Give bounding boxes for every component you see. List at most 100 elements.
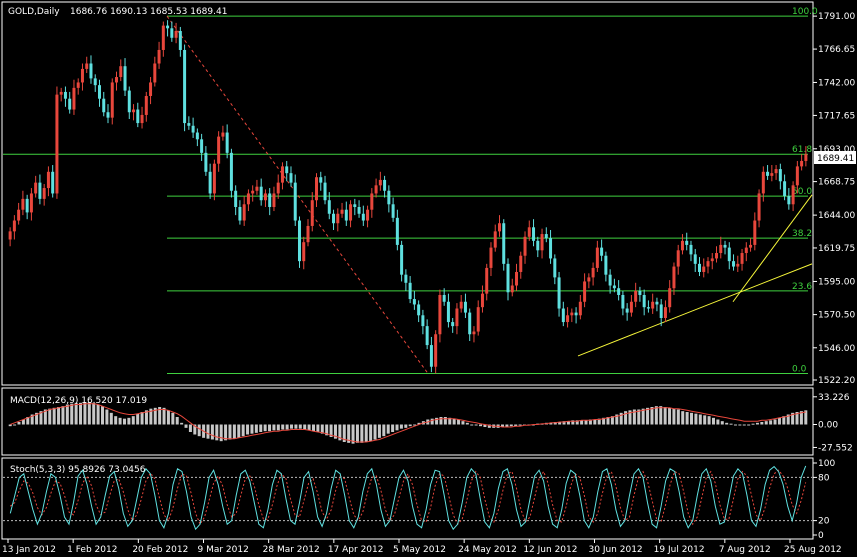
candle-body [434, 334, 438, 367]
candlestick-series [8, 20, 808, 374]
macd-bar [109, 412, 113, 425]
candle-body [629, 301, 633, 313]
candle-body [89, 63, 93, 79]
candle-body [532, 227, 536, 241]
macd-bar [769, 420, 773, 425]
candle-body [783, 181, 787, 197]
macd-bar [562, 421, 566, 425]
time-axis: 13 Jan 2012 1 Feb 2012 20 Feb 2012 9 Mar 20… [2, 539, 842, 555]
candle-body [29, 193, 33, 213]
candle-body [85, 63, 89, 69]
macd-bar [307, 424, 311, 431]
stoch-axis: 100 80 20 0 [813, 459, 835, 541]
candle-body [727, 247, 731, 262]
macd-bar [30, 414, 34, 425]
current-price-label: 1689.41 [817, 154, 854, 164]
candle-body [655, 301, 659, 305]
macd-bar [180, 422, 184, 425]
macd-bar [672, 408, 676, 425]
macd-bar [755, 422, 759, 425]
macd-bar [733, 424, 737, 426]
candle-body [204, 152, 208, 172]
stoch-signal-line [9, 469, 807, 526]
candle-body [246, 193, 250, 205]
time-tick-label: 28 Mar 2012 [263, 545, 320, 555]
candle-body [689, 244, 693, 255]
candle-body [604, 255, 608, 275]
candle-body [25, 198, 29, 213]
candle-body [191, 125, 195, 133]
macd-bar [487, 424, 491, 428]
macd-bar [114, 416, 118, 425]
macd-bar [118, 417, 122, 425]
macd-bar [333, 424, 337, 439]
candle-body [753, 220, 757, 245]
price-tick-label: 1791.00 [818, 12, 855, 22]
candle-body [736, 263, 740, 267]
macd-bar [206, 424, 210, 439]
candle-body [485, 267, 489, 294]
price-axis: 1791.00 1766.65 1742.00 1717.65 1693.00 1668.… [813, 12, 855, 386]
macd-bar [729, 423, 733, 425]
macd-tick-label: -27.552 [818, 443, 853, 453]
candle-body [527, 227, 531, 237]
macd-bar [518, 424, 522, 426]
trend-lines [577, 194, 813, 357]
time-tick-label: 24 May 2012 [458, 545, 517, 555]
candle-body [510, 285, 514, 293]
macd-bar [140, 412, 144, 425]
candle-body [774, 169, 778, 174]
candle-body [459, 301, 463, 309]
candle-body [200, 139, 204, 153]
time-tick-label: 13 Jan 2012 [2, 545, 56, 555]
candle-body [259, 186, 263, 201]
macd-bar [777, 417, 781, 425]
candle-body [93, 78, 97, 86]
macd-bar [171, 412, 175, 425]
candle-body [540, 234, 544, 251]
macd-bar [483, 424, 487, 427]
macd-tick-label: 33.226 [818, 393, 850, 403]
macd-bar [461, 421, 465, 425]
candle-body [642, 294, 646, 308]
candle-body [178, 31, 182, 50]
macd-bar [17, 422, 21, 425]
candle-body [766, 171, 770, 176]
macd-bar [43, 409, 47, 425]
price-tick-label: 1766.65 [818, 45, 855, 55]
macd-bar [641, 408, 645, 425]
candle-body [778, 169, 782, 182]
candle-body [242, 204, 246, 221]
fib-label: 100.0 [792, 7, 818, 17]
ohlc-readout: 1686.76 1690.13 1685.53 1689.41 [70, 7, 227, 17]
candle-body [676, 250, 680, 267]
macd-bar [408, 424, 412, 427]
candle-body [127, 90, 131, 113]
candle-body [761, 171, 765, 194]
macd-bar [738, 424, 742, 426]
macd-bar [79, 402, 83, 425]
main-pane[interactable] [1, 1, 814, 386]
macd-bar [122, 418, 126, 425]
macd-bar [413, 424, 417, 426]
macd-bar [430, 418, 434, 425]
candle-body [583, 281, 587, 302]
chart-title: GOLD,Daily [8, 7, 60, 17]
candle-body [804, 154, 808, 161]
candle-body [17, 209, 21, 221]
macd-bar [795, 412, 799, 425]
macd-bar [725, 422, 729, 425]
macd-bar [465, 422, 469, 425]
candle-body [217, 136, 221, 164]
price-tick-label: 1742.00 [818, 78, 855, 88]
candle-body [476, 307, 480, 332]
macd-bar [70, 403, 74, 425]
candle-body [557, 277, 561, 309]
macd-bar [558, 422, 562, 425]
macd-bar [628, 410, 632, 425]
macd-bar [685, 412, 689, 425]
candle-body [251, 190, 255, 194]
macd-bar [39, 411, 43, 425]
macd-bar [588, 419, 592, 425]
candle-body [697, 263, 701, 272]
